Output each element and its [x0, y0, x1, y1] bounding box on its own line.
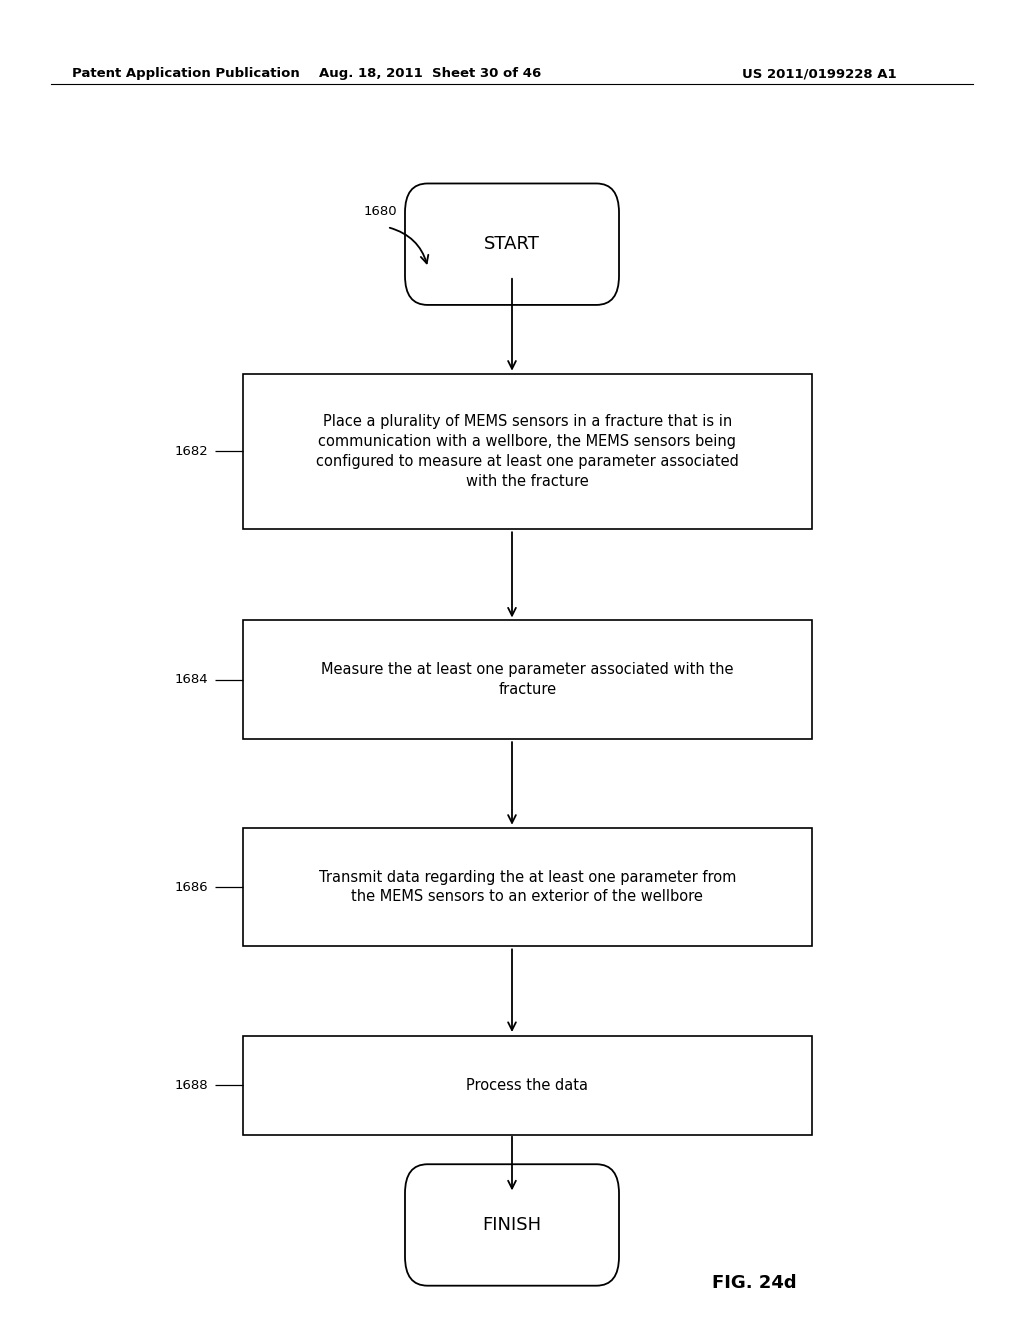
- Text: FIG. 24d: FIG. 24d: [712, 1274, 797, 1292]
- FancyBboxPatch shape: [244, 828, 811, 946]
- FancyBboxPatch shape: [404, 1164, 618, 1286]
- Text: FINISH: FINISH: [482, 1216, 542, 1234]
- FancyBboxPatch shape: [244, 620, 811, 739]
- Text: Measure the at least one parameter associated with the
fracture: Measure the at least one parameter assoc…: [322, 663, 733, 697]
- Text: Process the data: Process the data: [466, 1077, 589, 1093]
- Text: US 2011/0199228 A1: US 2011/0199228 A1: [741, 67, 897, 81]
- FancyBboxPatch shape: [244, 374, 811, 529]
- Text: 1688: 1688: [174, 1078, 208, 1092]
- Text: 1686: 1686: [174, 880, 208, 894]
- Text: START: START: [484, 235, 540, 253]
- FancyBboxPatch shape: [244, 1035, 811, 1135]
- Text: Aug. 18, 2011  Sheet 30 of 46: Aug. 18, 2011 Sheet 30 of 46: [318, 67, 542, 81]
- Text: 1684: 1684: [174, 673, 208, 686]
- Text: Place a plurality of MEMS sensors in a fracture that is in
communication with a : Place a plurality of MEMS sensors in a f…: [316, 414, 738, 488]
- Text: 1680: 1680: [364, 205, 397, 218]
- Text: 1682: 1682: [174, 445, 208, 458]
- Text: Patent Application Publication: Patent Application Publication: [72, 67, 299, 81]
- Text: Transmit data regarding the at least one parameter from
the MEMS sensors to an e: Transmit data regarding the at least one…: [318, 870, 736, 904]
- FancyBboxPatch shape: [404, 183, 618, 305]
